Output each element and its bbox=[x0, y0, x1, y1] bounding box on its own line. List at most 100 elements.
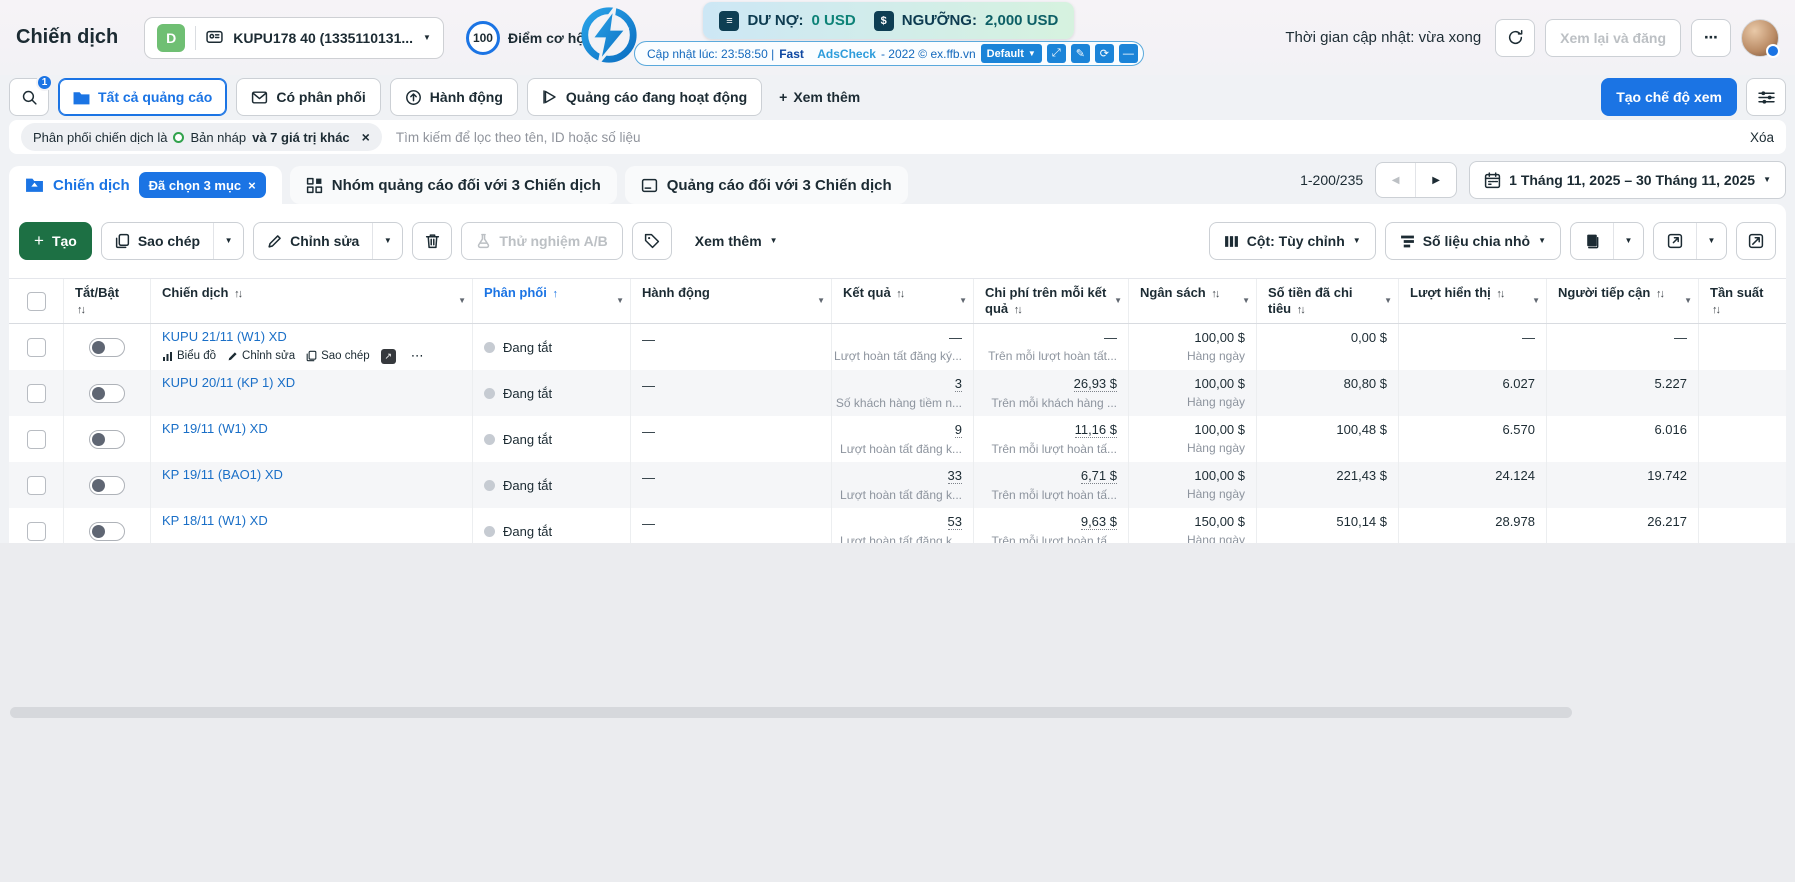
see-more-button[interactable]: Xem thêm ▼ bbox=[694, 233, 778, 249]
campaign-toggle[interactable] bbox=[89, 337, 125, 357]
status-dot bbox=[484, 479, 495, 491]
edit-button[interactable]: Chỉnh sửa bbox=[254, 223, 372, 259]
frequency-cell bbox=[1699, 324, 1786, 370]
column-header-results[interactable]: Kết quả ↑↓ ▼ bbox=[832, 279, 974, 323]
delivery-status-cell: Đang tắt bbox=[473, 508, 631, 543]
row-toggle-cell bbox=[64, 324, 151, 370]
column-header-cost-per-result[interactable]: Chi phí trên mỗi kết quả ↑↓ ▼ bbox=[974, 279, 1129, 323]
filter-count-badge: 1 bbox=[36, 74, 53, 91]
delete-button[interactable] bbox=[412, 222, 453, 260]
tab-active-ads[interactable]: Quảng cáo đang hoạt động bbox=[526, 78, 763, 116]
expand-icon[interactable]: ⤢ bbox=[1046, 44, 1066, 63]
campaign-toggle[interactable] bbox=[89, 475, 125, 495]
column-header-frequency[interactable]: Tần suất ↑↓ bbox=[1710, 285, 1764, 317]
edit-dropdown[interactable]: ▼ bbox=[372, 223, 402, 259]
prev-page-button[interactable]: ◀ bbox=[1376, 163, 1417, 197]
next-page-button[interactable]: ▶ bbox=[1432, 174, 1440, 186]
duplicate-button[interactable]: Sao chép bbox=[102, 223, 213, 259]
column-header-impressions[interactable]: Lượt hiển thị ↑↓ ▼ bbox=[1399, 279, 1547, 323]
tab-all-ads[interactable]: Tất cả quảng cáo bbox=[58, 78, 228, 116]
widget-status-bar: Cập nhật lúc: 23:58:50 | Fast AdsCheck -… bbox=[634, 41, 1144, 66]
column-header-amount-spent[interactable]: Số tiền đã chi tiêu ↑↓ ▼ bbox=[1257, 279, 1399, 323]
chevron-down-icon: ▼ bbox=[616, 296, 624, 305]
column-header-campaign[interactable]: Chiến dịch ↑↓ ▼ bbox=[151, 279, 473, 323]
row-checkbox[interactable] bbox=[26, 383, 46, 403]
see-more-tabs-button[interactable]: + Xem thêm bbox=[779, 89, 861, 105]
campaign-name-link[interactable]: KUPU 21/11 (W1) XD bbox=[162, 329, 287, 344]
chart-action[interactable]: Biểu đồ bbox=[162, 350, 216, 362]
row-checkbox[interactable] bbox=[26, 337, 46, 357]
review-publish-button[interactable]: Xem lại và đăng bbox=[1545, 18, 1681, 57]
tag-button[interactable] bbox=[631, 222, 672, 260]
create-view-button[interactable]: Tạo chế độ xem bbox=[1601, 78, 1737, 116]
opportunity-score[interactable]: 100 Điểm cơ hội ▼ bbox=[465, 20, 605, 55]
row-more-icon[interactable]: ⋯ bbox=[410, 348, 425, 363]
breakdown-button[interactable]: Số liệu chia nhỏ ▼ bbox=[1384, 222, 1561, 260]
open-in-new-icon[interactable]: ↗ bbox=[380, 348, 396, 364]
search-icon bbox=[22, 90, 37, 105]
pencil-icon bbox=[228, 351, 237, 360]
folder-icon bbox=[73, 91, 90, 104]
budget-cell: 100,00 $ Hàng ngày bbox=[1129, 370, 1257, 416]
column-header-delivery[interactable]: Phân phối ↑ ▼ bbox=[473, 279, 631, 323]
column-header-toggle[interactable]: Tắt/Bật ↑↓ bbox=[64, 279, 151, 323]
tab-had-delivery[interactable]: Có phân phối bbox=[236, 78, 381, 116]
duplicate-action[interactable]: Sao chép bbox=[306, 350, 370, 362]
ad-account-selector[interactable]: D KUPU178 40 (1335110131... ▼ bbox=[144, 16, 444, 59]
campaign-toggle[interactable] bbox=[89, 429, 125, 449]
tab-ads[interactable]: Quảng cáo đối với 3 Chiến dịch bbox=[624, 166, 908, 204]
column-header-reach[interactable]: Người tiếp cận ↑↓ ▼ bbox=[1547, 279, 1699, 323]
tab-adsets[interactable]: Nhóm quảng cáo đối với 3 Chiến dịch bbox=[289, 166, 617, 204]
export-dropdown[interactable]: ▼ bbox=[1696, 223, 1726, 259]
default-dropdown[interactable]: Default ▼ bbox=[980, 44, 1042, 63]
export-button[interactable] bbox=[1654, 223, 1696, 259]
campaign-name-link[interactable]: KUPU 20/11 (KP 1) XD bbox=[162, 375, 296, 390]
row-hover-actions: Biểu đồ Chỉnh sửa Sao chép ↗ ⋯ bbox=[162, 348, 461, 364]
chevron-down-icon: ▼ bbox=[1532, 296, 1540, 305]
column-header-action[interactable]: Hành động ▼ bbox=[631, 279, 832, 323]
reports-button[interactable] bbox=[1571, 223, 1613, 259]
table-row: KP 18/11 (W1) XD Biểu đồ Chỉnh sửa Sao c… bbox=[9, 508, 1786, 543]
minimize-icon[interactable]: — bbox=[1118, 44, 1138, 63]
clear-filters-button[interactable]: Xóa bbox=[1749, 129, 1774, 145]
create-button[interactable]: + Tạo bbox=[19, 222, 92, 260]
campaign-name-link[interactable]: KP 19/11 (W1) XD bbox=[162, 421, 268, 436]
campaign-toggle[interactable] bbox=[89, 521, 125, 541]
row-checkbox[interactable] bbox=[26, 475, 46, 495]
row-checkbox[interactable] bbox=[26, 521, 46, 541]
chevron-down-icon: ▼ bbox=[1114, 296, 1122, 305]
edit-action[interactable]: Chỉnh sửa bbox=[227, 350, 295, 362]
edit-icon[interactable]: ✎ bbox=[1070, 44, 1090, 63]
refresh-button[interactable] bbox=[1495, 18, 1536, 57]
delivery-filter-chip[interactable]: Phân phối chiến dịch là Bản nháp và 7 gi… bbox=[21, 123, 382, 151]
campaign-name-link[interactable]: KP 18/11 (W1) XD bbox=[162, 513, 268, 528]
refresh-icon[interactable]: ⟳ bbox=[1094, 44, 1114, 63]
search-button[interactable]: 1 bbox=[9, 74, 53, 116]
reach-cell: 19.742 bbox=[1547, 462, 1699, 508]
select-all-checkbox[interactable] bbox=[26, 291, 46, 311]
search-input[interactable] bbox=[395, 129, 1736, 145]
columns-button[interactable]: Cột: Tùy chỉnh ▼ bbox=[1208, 222, 1376, 260]
date-range-selector[interactable]: 1 Tháng 11, 2025 – 30 Tháng 11, 2025 ▼ bbox=[1469, 161, 1786, 199]
selected-count-pill[interactable]: Đã chọn 3 mục × bbox=[138, 172, 266, 198]
close-icon[interactable]: × bbox=[248, 177, 256, 193]
column-header-budget[interactable]: Ngân sách ↑↓ ▼ bbox=[1129, 279, 1257, 323]
avatar[interactable] bbox=[1741, 18, 1780, 58]
tab-campaigns[interactable]: Chiến dịch Đã chọn 3 mục × bbox=[9, 166, 282, 204]
horizontal-scrollbar[interactable] bbox=[10, 707, 1572, 718]
duplicate-dropdown[interactable]: ▼ bbox=[213, 223, 243, 259]
tab-actions[interactable]: Hành động bbox=[389, 78, 518, 116]
view-settings-button[interactable] bbox=[1746, 78, 1786, 116]
amount-spent-cell: 80,80 $ bbox=[1257, 370, 1399, 416]
more-options-button[interactable]: ⋯ bbox=[1691, 18, 1731, 57]
remove-filter-icon[interactable]: × bbox=[361, 129, 370, 145]
row-checkbox[interactable] bbox=[26, 429, 46, 449]
action-cell: — bbox=[631, 324, 832, 370]
reports-dropdown[interactable]: ▼ bbox=[1613, 223, 1643, 259]
campaign-toggle[interactable] bbox=[89, 383, 125, 403]
ab-test-button[interactable]: Thử nghiệm A/B bbox=[461, 222, 623, 260]
threshold-value: 2,000 USD bbox=[984, 12, 1059, 29]
campaign-name-link[interactable]: KP 19/11 (BAO1) XD bbox=[162, 467, 283, 482]
chart-button[interactable] bbox=[1736, 222, 1776, 260]
pencil-icon bbox=[268, 234, 281, 248]
